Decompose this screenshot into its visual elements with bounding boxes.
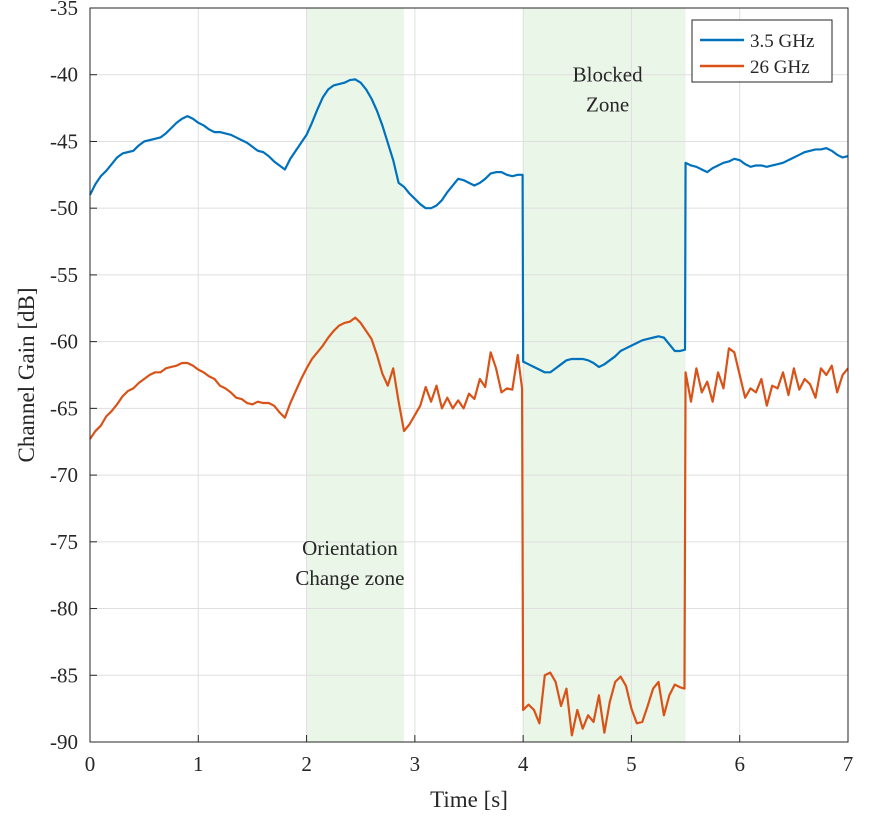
y-tick-label-5: -60	[50, 330, 78, 354]
y-tick-label-2: -45	[50, 129, 78, 153]
region-label-line: Orientation	[302, 536, 398, 560]
x-tick-label-5: 5	[626, 752, 637, 776]
x-tick-label-4: 4	[518, 752, 529, 776]
legend-label-1: 3.5 GHz	[750, 31, 814, 52]
x-tick-label-6: 6	[734, 752, 745, 776]
legend-box	[691, 19, 833, 83]
y-tick-label-6: -65	[50, 396, 78, 420]
y-axis-label: Channel Gain [dB]	[14, 287, 39, 462]
y-tick-label-8: -75	[50, 530, 78, 554]
region-label-line: Zone	[586, 92, 629, 116]
region-label-2: Blocked Zone	[573, 62, 643, 116]
plot-frame	[89, 7, 849, 743]
y-tick-label-7: -70	[50, 463, 78, 487]
legend: 3.5 GHz 26 GHz	[691, 19, 833, 83]
y-tick-label-4: -55	[50, 263, 78, 287]
y-tick-label-0: -35	[50, 0, 78, 20]
x-tick-label-2: 2	[301, 752, 312, 776]
x-tick-label-7: 7	[843, 752, 854, 776]
series-line-1	[89, 78, 849, 374]
y-tick-label-9: -80	[50, 597, 78, 621]
region-labels: Orientation Change zone Blocked Zone	[295, 62, 643, 590]
x-tick-label-0: 0	[85, 752, 96, 776]
series-line-2	[89, 316, 849, 737]
region-label-line: Blocked	[573, 62, 643, 86]
y-tick-label-11: -90	[50, 730, 78, 754]
legend-label-2: 26 GHz	[750, 57, 810, 78]
x-tick-label-1: 1	[193, 752, 204, 776]
y-tick-label-3: -50	[50, 196, 78, 220]
x-tick-label-3: 3	[410, 752, 421, 776]
y-tick-label-1: -40	[50, 63, 78, 87]
x-axis-label: Time [s]	[430, 787, 508, 812]
shaded-regions	[306, 8, 686, 742]
x-axis-ticks: 0 1 2 3 4 5 6 7	[85, 735, 854, 776]
series-lines	[89, 78, 849, 737]
y-tick-label-10: -85	[50, 663, 78, 687]
y-axis-ticks: -35 -40 -45 -50 -55 -60 -65 -70 -75 -80 -85 -90	[50, 0, 97, 754]
region-label-1: Orientation Change zone	[295, 536, 404, 590]
shaded-region-1	[306, 8, 405, 742]
shaded-region-2	[523, 8, 686, 742]
region-label-line: Change zone	[295, 566, 404, 590]
